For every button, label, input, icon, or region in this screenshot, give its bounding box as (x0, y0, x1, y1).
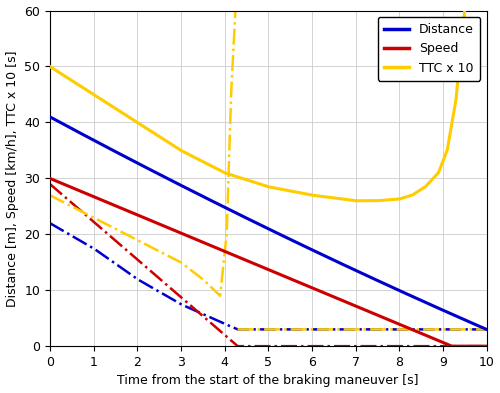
X-axis label: Time from the start of the braking maneuver [s]: Time from the start of the braking maneu… (118, 375, 419, 387)
Legend: Distance, Speed, TTC x 10: Distance, Speed, TTC x 10 (378, 17, 480, 81)
Y-axis label: Distance [m], Speed [km/h], TTC x 10 [s]: Distance [m], Speed [km/h], TTC x 10 [s] (6, 50, 18, 307)
